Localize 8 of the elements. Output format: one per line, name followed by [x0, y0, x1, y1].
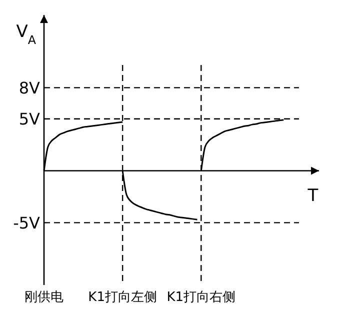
y-tick-label: 5V	[18, 109, 40, 128]
x-tick-label: K1打向右侧	[166, 290, 236, 305]
x-axis-title: T	[306, 186, 319, 206]
x-tick-label: 刚供电	[24, 290, 64, 305]
y-axis-title: V$_{A}$	[16, 22, 37, 47]
x-tick-label: K1打向左侧	[88, 290, 157, 305]
y-tick-label: 8V	[18, 78, 40, 98]
y-tick-label: -5V	[13, 213, 40, 232]
